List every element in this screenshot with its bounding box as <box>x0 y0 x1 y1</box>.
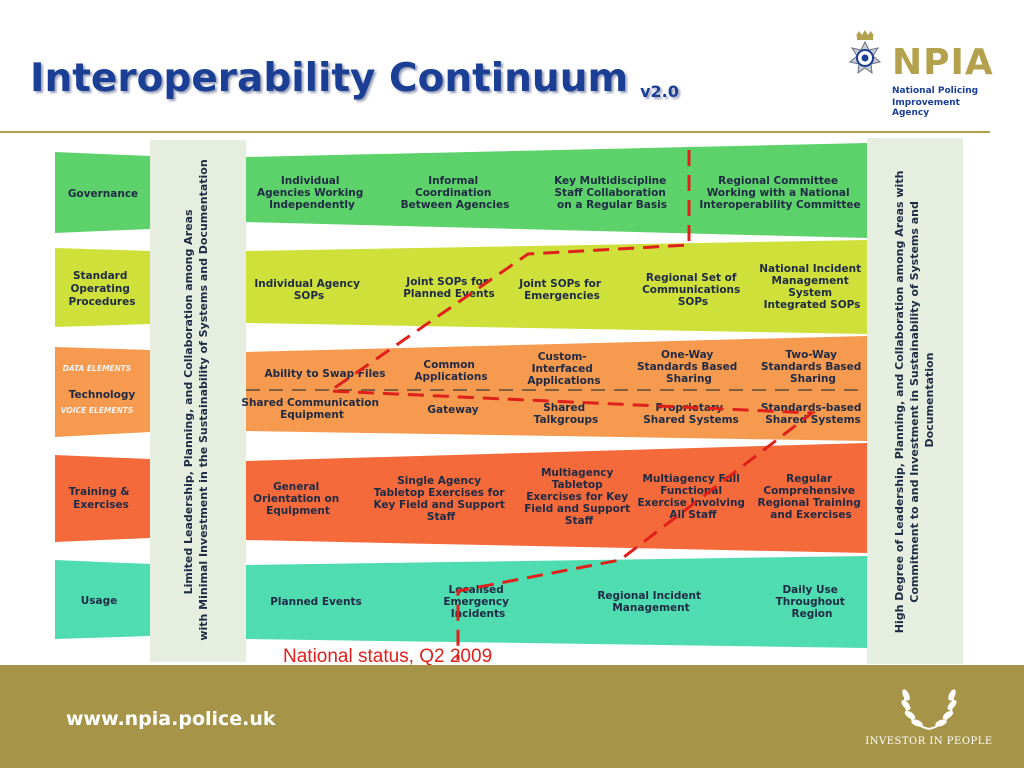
governance-label-band <box>55 152 150 233</box>
version-label: v2.0 <box>640 82 679 101</box>
cell-sop-5: National Incident Management System Inte… <box>759 263 865 311</box>
right-column <box>867 138 963 664</box>
cell-tech-data-4: One-Way Standards Based Sharing <box>637 349 741 385</box>
footer: www.npia.police.uk INVESTOR IN PEOPLE <box>0 665 1024 768</box>
sop-band <box>246 240 867 334</box>
training-label: Training & Exercises <box>69 486 133 511</box>
logo-wordmark: NPIA <box>892 42 994 83</box>
training-band <box>246 443 867 553</box>
cell-governance-1: Individual Agencies Working Independentl… <box>257 175 367 211</box>
logo-subtitle-2: Improvement Agency <box>892 98 960 118</box>
title-divider <box>0 131 990 133</box>
investor-in-people-badge: INVESTOR IN PEOPLE <box>854 677 1004 762</box>
governance-band <box>246 143 867 238</box>
cell-tech-data-5: Two-Way Standards Based Sharing <box>761 349 865 385</box>
cell-usage-1: Planned Events <box>270 596 362 608</box>
title-text: Interoperability Continuum <box>30 56 629 101</box>
cell-tech-data-3: Custom- Interfaced Applications <box>527 351 600 387</box>
cell-sop-3: Joint SOPs for Emergencies <box>518 278 604 302</box>
cell-usage-3: Regional Incident Management <box>597 590 704 614</box>
footer-url[interactable]: www.npia.police.uk <box>66 708 276 730</box>
cell-training-3: Multiagency Tabletop Exercises for Key F… <box>524 467 634 527</box>
cell-tech-data-1: Ability to Swap Files <box>264 368 385 380</box>
cell-tech-voice-4: Proprietary Shared Systems <box>643 402 739 426</box>
logo-subtitle-1: National Policing <box>892 86 979 96</box>
usage-label: Usage <box>81 595 118 607</box>
cell-sop-2: Joint SOPs for Planned Events <box>403 276 495 300</box>
cell-governance-2: Informal Coordination Between Agencies <box>401 175 510 211</box>
cell-tech-data-2: Common Applications <box>414 359 487 383</box>
badge-text: INVESTOR IN PEOPLE <box>865 736 993 747</box>
status-note: National status, Q2 2009 <box>283 646 493 667</box>
cell-usage-2: Localised Emergency Incidents <box>443 584 512 620</box>
usage-label-band <box>55 560 150 639</box>
voice-elements-label: VOICE ELEMENTS <box>61 406 133 415</box>
technology-label-band <box>55 347 150 437</box>
cell-governance-4: Regional Committee Working with a Nation… <box>699 175 860 211</box>
cell-training-1: General Orientation on Equipment <box>253 481 343 517</box>
data-elements-label: DATA ELEMENTS <box>63 364 132 373</box>
cell-training-5: Regular Comprehensive Regional Training … <box>758 473 865 521</box>
training-label-band <box>55 455 150 542</box>
npia-logo: NPIA National Policing Improvement Agenc… <box>840 30 1000 120</box>
cell-tech-voice-2: Gateway <box>427 404 478 416</box>
left-axis-label: Limited Leadership, Planning, and Collab… <box>182 159 210 640</box>
status-path <box>325 150 817 660</box>
cell-governance-3: Key Multidiscipline Staff Collaboration … <box>554 175 670 211</box>
cell-tech-voice-3: Shared Talkgroups <box>534 402 599 426</box>
cell-usage-4: Daily Use Throughout Region <box>776 584 849 620</box>
right-axis-label: High Degree of Leadership, Planning, and… <box>893 167 936 634</box>
sop-label: Standard Operating Procedures <box>69 270 136 308</box>
cell-sop-4: Regional Set of Communications SOPs <box>642 272 744 308</box>
sop-label-band <box>55 248 150 327</box>
cell-tech-voice-1: Shared Communication Equipment <box>241 397 382 421</box>
laurel-wreath-icon <box>901 689 957 730</box>
technology-band <box>246 336 867 441</box>
usage-band <box>246 556 867 648</box>
cell-training-2: Single Agency Tabletop Exercises for Key… <box>373 475 508 523</box>
crest-icon <box>848 30 882 75</box>
technology-label: Technology <box>69 389 136 401</box>
governance-label: Governance <box>68 188 138 200</box>
cell-sop-1: Individual Agency SOPs <box>254 278 363 302</box>
left-column <box>150 140 246 662</box>
page-title: Interoperability Continuum v2.0 <box>30 56 679 101</box>
